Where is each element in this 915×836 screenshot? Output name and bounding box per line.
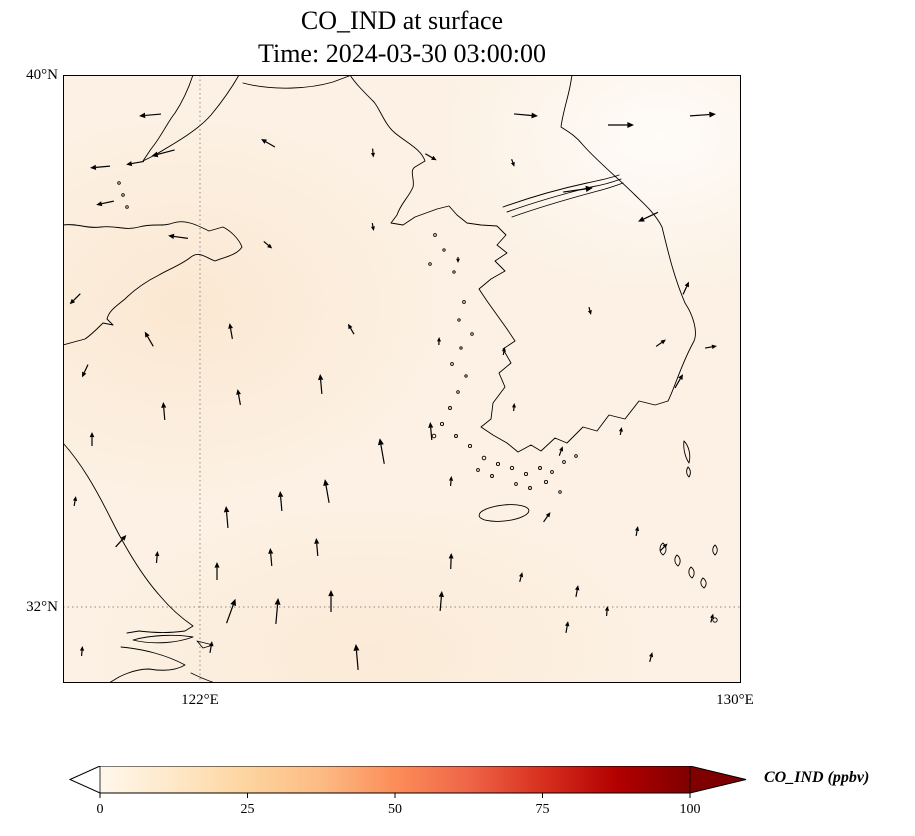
coastline-liaodong [142, 75, 240, 162]
colorbar-tick-label: 100 [680, 802, 701, 817]
coastline-shandong [63, 221, 243, 346]
river-lines [502, 174, 624, 218]
axes-frame [63, 75, 741, 683]
colorbar-tick-label: 75 [536, 802, 550, 817]
island-estuary-sliver [196, 640, 214, 649]
field-shading [63, 75, 741, 683]
coastline-hangzhou-bay [190, 672, 216, 683]
colorbar-svg: 0 25 50 75 100 [68, 765, 747, 817]
wind-vectors-layer [69, 111, 717, 671]
coastline-shanghai [108, 646, 186, 683]
island-dot [712, 617, 718, 623]
island-jeju [478, 504, 530, 522]
gridline-layer [63, 75, 741, 683]
ytick-32n: 32°N [26, 599, 58, 615]
plot-title-line1: CO_IND at surface [300, 6, 504, 35]
colorbar: 0 25 50 75 100 [68, 765, 748, 818]
coastline-jiangsu [63, 442, 194, 634]
map-axes [63, 75, 741, 683]
islands-goto-kyushu [659, 542, 718, 589]
field-shading [63, 75, 741, 683]
islands-west-coast [428, 233, 578, 494]
field-shading [63, 75, 741, 683]
colorbar-label: CO_IND (ppbv) [764, 769, 870, 786]
islands-miaodao [117, 181, 129, 209]
xtick-130e: 130°E [716, 692, 754, 708]
colorbar-tick-label: 25 [241, 802, 255, 817]
coastline-korea-bay [242, 75, 350, 89]
plot-title: CO_IND at surface Time: 2024-03-30 03:00… [63, 4, 741, 70]
xtick-122e: 122°E [181, 692, 219, 708]
coastline-layer [63, 75, 718, 683]
ytick-40n: 40°N [26, 67, 58, 83]
coastline-korea [349, 75, 696, 453]
island-tsushima [683, 440, 691, 478]
plot-title-line2: Time: 2024-03-30 03:00:00 [258, 39, 546, 68]
colorbar-tick-label: 0 [97, 802, 104, 817]
colorbar-tick-label: 50 [388, 802, 402, 817]
island-chongming [132, 634, 194, 644]
